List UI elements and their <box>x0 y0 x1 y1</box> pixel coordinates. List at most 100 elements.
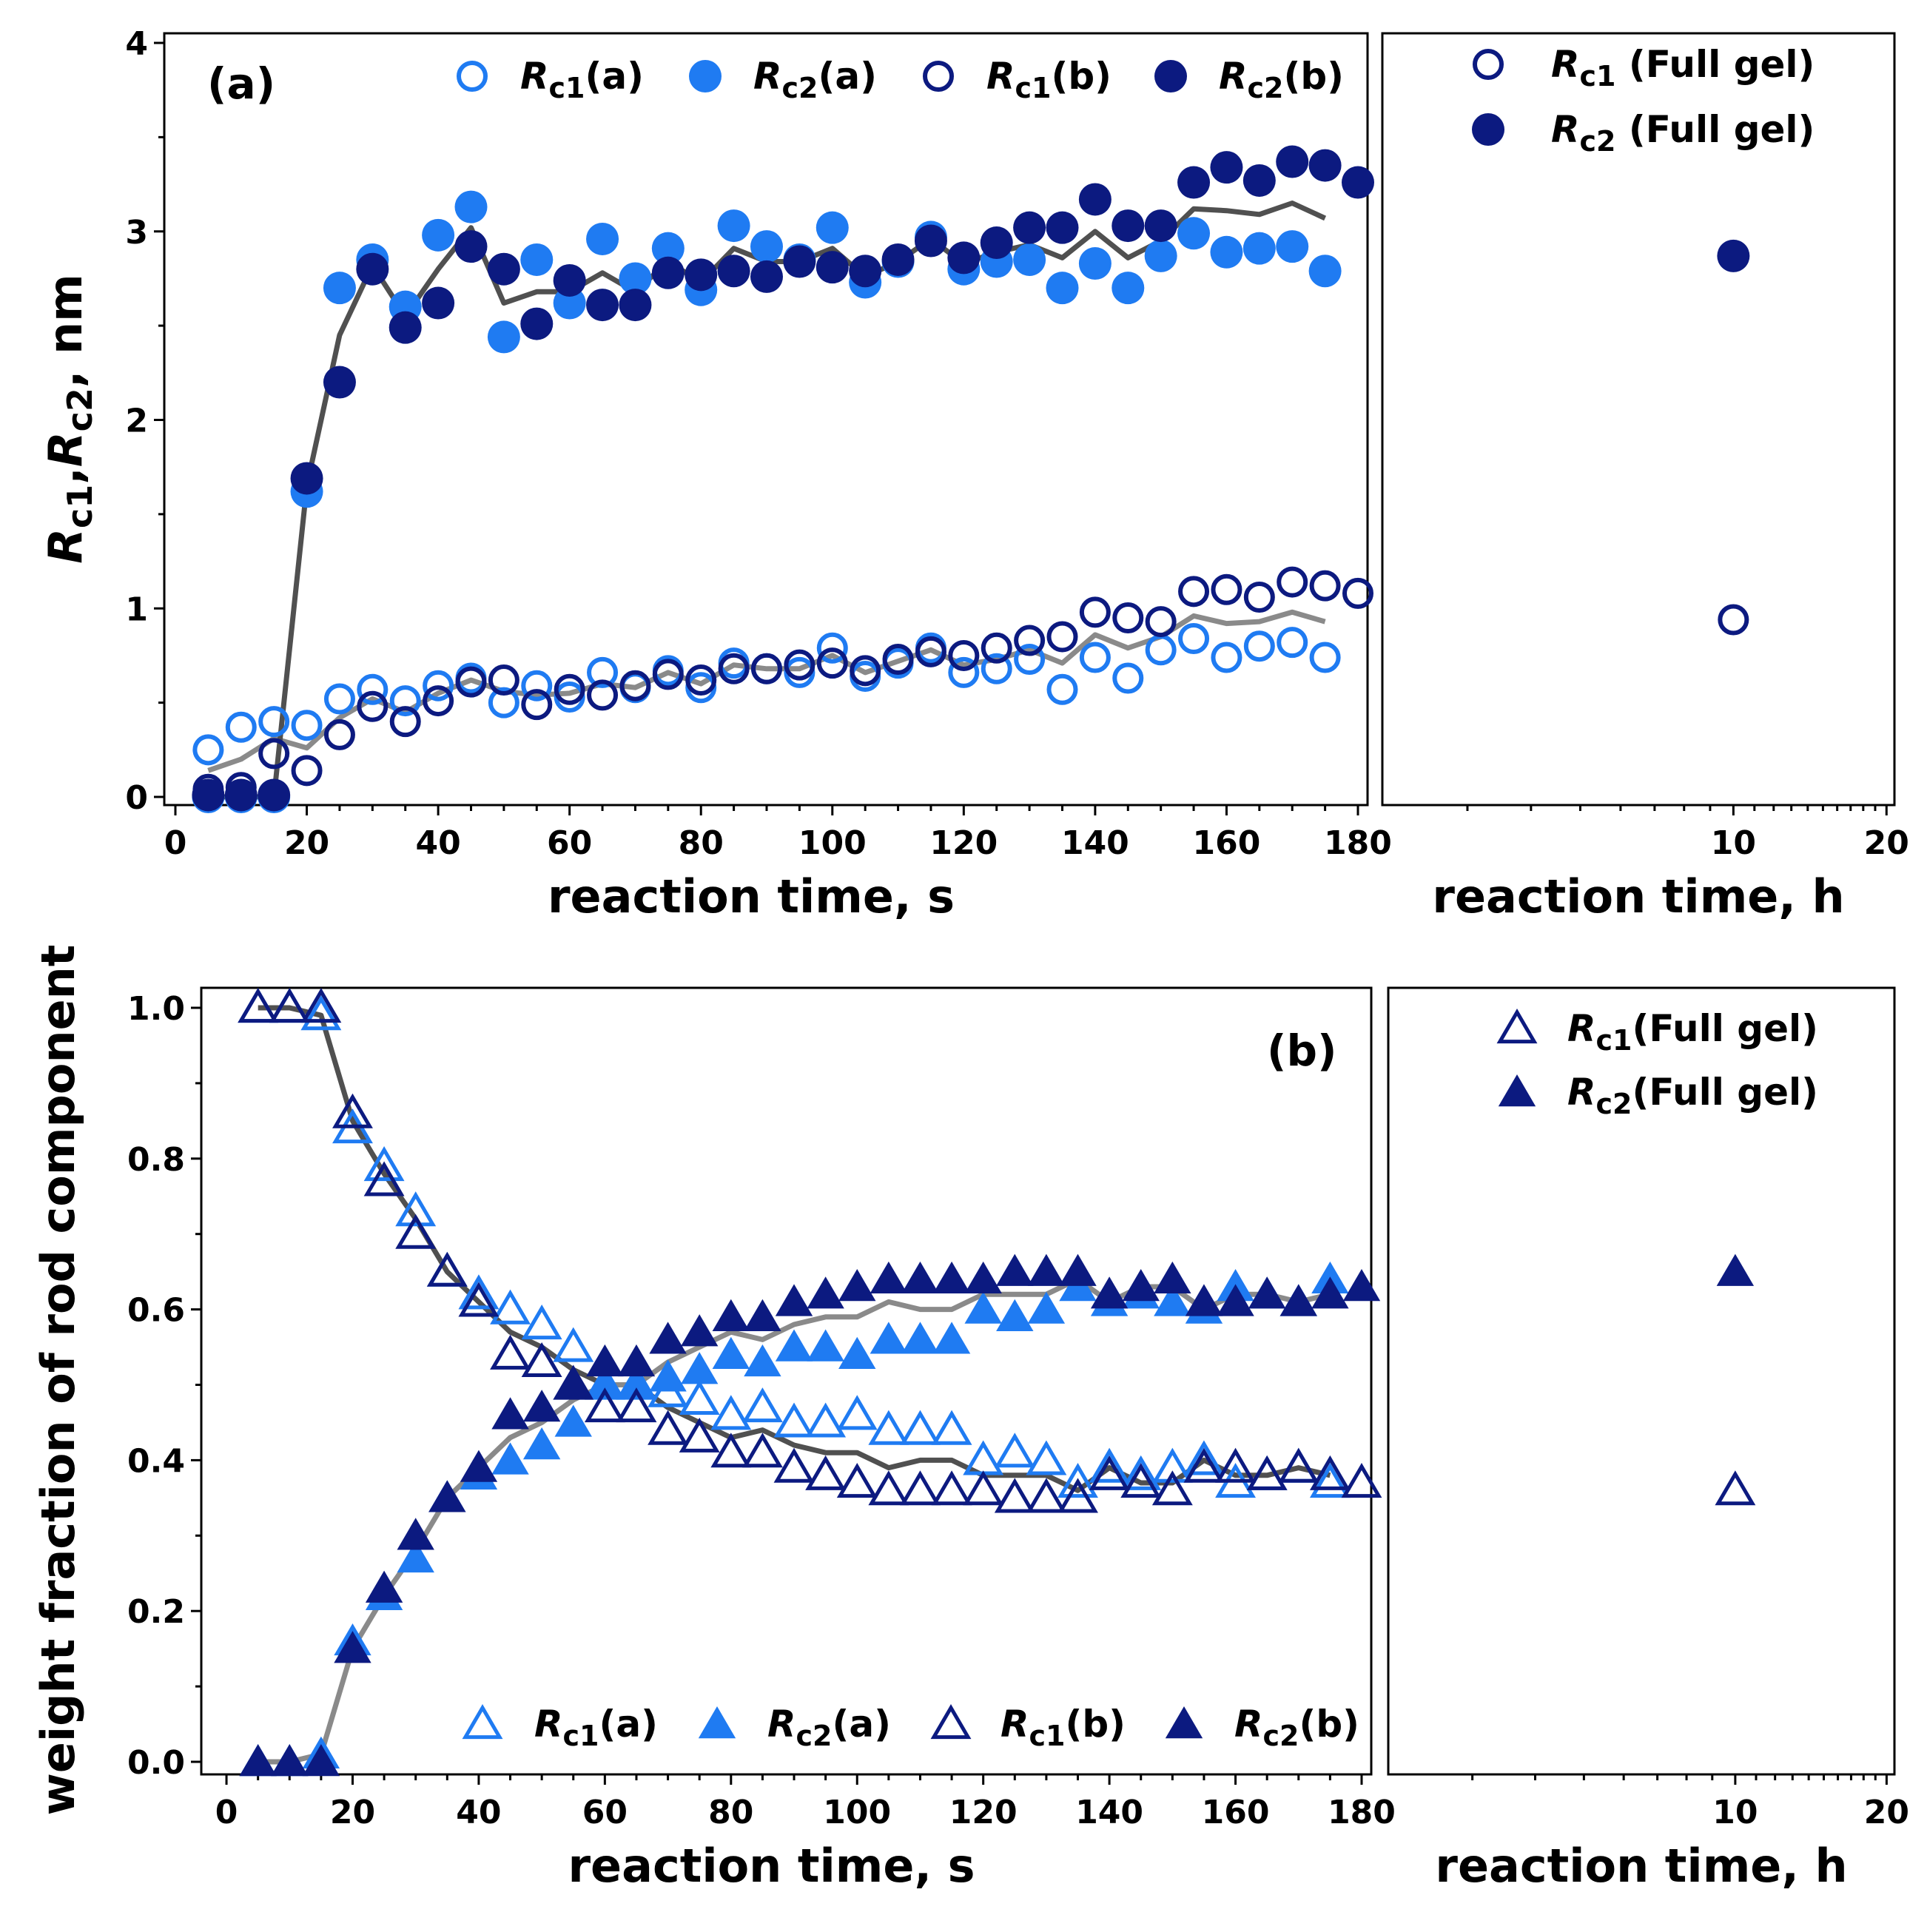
panel-a-data-point <box>651 232 685 265</box>
panel-b-data-point <box>1027 1253 1066 1286</box>
panel-b-data-point <box>460 1450 498 1482</box>
panel-a-data-point <box>1309 642 1341 673</box>
panel-a-data-point <box>783 245 816 278</box>
panel-b-data-point <box>932 1261 971 1294</box>
panel-a-data-point <box>1308 149 1342 182</box>
panel-a-x-tick-label: 40 <box>415 824 460 862</box>
panel-b-data-point <box>994 1433 1035 1468</box>
panel-b-x-tick-label: 20 <box>330 1794 375 1831</box>
panel-a-label: (a) <box>207 58 275 109</box>
panel-a-data-point <box>1046 673 1078 705</box>
panel-a-legend-label: Rc2(a) <box>753 55 877 104</box>
panel-a-data-point <box>1145 634 1177 666</box>
panel-b-data-point <box>490 1289 531 1325</box>
panel-a-data-point <box>258 738 290 770</box>
panel-b-y-tick-label: 1.0 <box>127 990 185 1028</box>
panel-a-side-legend: Rc1 (Full gel) Rc2 (Full gel) <box>1472 43 1815 158</box>
panel-a-panel: 0 20 40 60 80 100 120 140 160 180 0 1 2 3 4 reaction ti… <box>38 25 1392 923</box>
panel-a-data-point <box>849 255 882 288</box>
panel-a-y-tick-label: 0 <box>125 779 148 817</box>
panel-b-data-point <box>1154 1284 1191 1316</box>
panel-a-frame <box>163 32 1369 807</box>
panel-a-data-point <box>1342 166 1374 199</box>
panel-a-data-point <box>192 734 224 766</box>
panel-b-data-point <box>586 1367 624 1399</box>
panel-a-legend-marker <box>689 60 722 92</box>
panel-b-data-point <box>805 1455 847 1490</box>
panel-a-side-panel: 10 20 reaction time, h Rc1 (Full gel) Rc2 (F… <box>1381 32 1909 923</box>
panel-a-data-point <box>422 286 455 320</box>
panel-b-data-point <box>332 1093 373 1128</box>
panel-b-data-point <box>363 1146 405 1182</box>
panel-b-fit-line <box>258 1276 1331 1765</box>
panel-b-data-point <box>458 1274 500 1310</box>
panel-a-side-x-tick-label: 10 <box>1711 824 1756 862</box>
panel-b-data-point <box>712 1336 750 1369</box>
panel-a-x-axis-label: reaction time, s <box>548 869 955 923</box>
panel-b-data-point <box>365 1570 403 1603</box>
panel-b-data-point <box>1246 1455 1288 1490</box>
panel-a-data-point <box>1242 232 1276 265</box>
panel-a-data-point <box>586 289 619 322</box>
panel-a-data-point <box>357 673 389 705</box>
panel-a-data-point <box>1144 239 1177 272</box>
panel-b-data-point <box>616 1387 657 1423</box>
panel-b-data-point <box>1311 1276 1349 1309</box>
panel-a-x-tick-label: 100 <box>798 824 867 862</box>
panel-a-data-point <box>751 653 782 684</box>
panel-b-data-point <box>741 1433 783 1468</box>
panel-b-data-point <box>679 1417 720 1453</box>
panel-a-data-point <box>948 639 980 671</box>
panel-b-label: (b) <box>1267 1026 1337 1076</box>
panel-a-x-tick-label: 80 <box>679 824 724 862</box>
panel-b-x-tick-label: 60 <box>582 1794 628 1831</box>
panel-a-data-point <box>1013 211 1046 244</box>
panel-b-data-point <box>1309 1463 1351 1498</box>
panel-b-data-point <box>363 1161 405 1196</box>
panel-a-data-point <box>1014 625 1046 656</box>
panel-a-data-point <box>882 644 914 676</box>
panel-b-data-point <box>868 1410 909 1445</box>
panel-b-data-point <box>1342 1269 1381 1302</box>
panel-a-data-point <box>1178 576 1210 607</box>
panel-a-data-point <box>685 664 717 696</box>
panel-b-data-point <box>838 1269 876 1302</box>
panel-a-data-point <box>1342 577 1373 609</box>
panel-a-y-tick-label: 4 <box>125 25 148 63</box>
panel-a-data-point <box>685 258 718 292</box>
panel-b-y-tick-label: 0.2 <box>127 1593 185 1631</box>
panel-b-data-point <box>1120 1455 1162 1490</box>
panel-a-x-tick-label: 0 <box>164 824 187 862</box>
panel-b-data-point <box>773 1402 815 1438</box>
panel-b-data-point <box>1026 1440 1067 1475</box>
panel-a-data-point <box>651 256 685 289</box>
panel-a-data-point <box>389 685 421 717</box>
panel-b-data-point <box>680 1314 719 1347</box>
panel-b-data-point <box>679 1379 720 1415</box>
panel-a-data-point <box>1308 255 1342 288</box>
panel-b-series-rc2-a- <box>239 1261 1349 1777</box>
panel-a-data-point <box>1210 235 1243 269</box>
panel-b-data-point <box>648 1410 689 1445</box>
panel-a-data-point <box>881 243 915 276</box>
panel-b-side-legend-label: Rc2(Full gel) <box>1567 1071 1818 1120</box>
panel-b-series-rc1-b- <box>238 988 1382 1513</box>
panel-b-data-point <box>1122 1269 1160 1302</box>
panel-a-data-point <box>587 656 619 688</box>
panel-a-data-point <box>290 462 323 495</box>
panel-b-data-point <box>1154 1261 1191 1294</box>
panel-a-data-point <box>980 226 1013 260</box>
panel-b-data-point <box>554 1404 592 1437</box>
panel-b-data-point <box>522 1427 561 1460</box>
panel-b-data-point <box>996 1299 1034 1331</box>
panel-a-data-point <box>915 636 946 667</box>
panel-a-data-point <box>323 718 355 750</box>
panel-b-legend-marker <box>698 1706 736 1739</box>
panel-a-data-point <box>784 649 815 681</box>
panel-a-data-point <box>487 320 520 354</box>
panel-a-data-point <box>1078 183 1112 216</box>
panel-b-data-point <box>1215 1447 1257 1483</box>
panel-b-legend: Rc1(a) Rc2(a) Rc1(b) Rc2(b) <box>462 1703 1359 1752</box>
panel-a-side-data-point <box>1718 604 1749 636</box>
panel-a-x-tick-label: 60 <box>547 824 592 862</box>
